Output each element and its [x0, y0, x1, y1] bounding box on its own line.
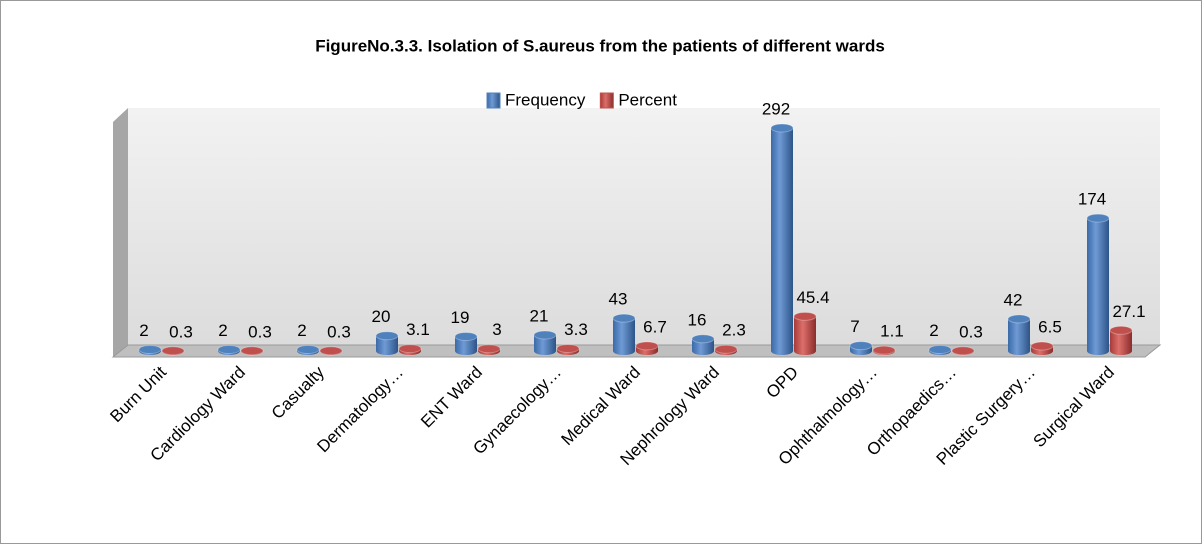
chart-title: FigureNo.3.3. Isolation of S.aureus from… [315, 36, 885, 55]
data-label: 6.5 [1038, 318, 1062, 337]
bar-top [161, 346, 185, 356]
data-label: 3.3 [564, 320, 588, 339]
bar [240, 346, 264, 356]
data-label: 27.1 [1112, 302, 1145, 321]
bar-top [240, 346, 264, 356]
bar [556, 343, 580, 355]
data-label: 174 [1078, 190, 1106, 209]
bar [714, 344, 738, 355]
bar [138, 344, 162, 355]
legend-label: Percent [618, 90, 677, 109]
bar-top [1086, 213, 1110, 223]
bar-top [1109, 325, 1133, 335]
bar-body [1008, 318, 1030, 351]
legend: Frequency Percent [486, 90, 677, 109]
legend-swatch [486, 92, 501, 109]
data-label: 16 [688, 310, 707, 329]
bar [793, 311, 817, 355]
bar-top [477, 344, 501, 354]
bar [533, 330, 557, 355]
bar-top [533, 330, 557, 340]
data-label: 20 [372, 307, 391, 326]
data-label: 0.3 [959, 322, 983, 341]
bar [635, 341, 659, 355]
bar-body [376, 335, 398, 351]
bar [872, 345, 896, 355]
bar-body [1087, 218, 1109, 351]
bar [1007, 314, 1031, 355]
bar [398, 344, 422, 355]
bar-body [794, 316, 816, 351]
bar-top [612, 313, 636, 323]
data-label: 2.3 [722, 321, 746, 340]
bar [375, 331, 399, 355]
bar-top [928, 344, 952, 354]
bar-top [398, 344, 422, 354]
bar [454, 331, 478, 355]
bar-top [635, 341, 659, 351]
legend-label: Frequency [505, 90, 586, 109]
bar [296, 344, 320, 355]
back-wall [128, 108, 1160, 345]
data-label: 7 [850, 317, 859, 336]
bar [1030, 341, 1054, 355]
side-wall [113, 108, 128, 357]
bar-body [771, 128, 793, 351]
bar-top [319, 346, 343, 356]
bar-top [691, 334, 715, 344]
data-label: 0.3 [248, 322, 272, 341]
bar-top [454, 331, 478, 341]
bar-top [951, 346, 975, 356]
data-label: 1.1 [880, 322, 904, 341]
data-label: 45.4 [796, 288, 829, 307]
bar [612, 313, 636, 355]
bar-top [296, 344, 320, 354]
bar-top [217, 344, 241, 354]
bar [161, 346, 185, 356]
bar-top [793, 311, 817, 321]
bar [319, 346, 343, 356]
data-label: 43 [609, 290, 628, 309]
bar [951, 346, 975, 356]
data-label: 2 [218, 321, 227, 340]
bar-body [455, 336, 477, 351]
data-label: 3.1 [406, 320, 430, 339]
data-label: 2 [297, 321, 306, 340]
bar-top [849, 341, 873, 351]
bar [691, 334, 715, 355]
legend-swatch [599, 92, 614, 109]
data-label: 42 [1004, 290, 1023, 309]
bar-body [534, 334, 556, 351]
data-label: 0.3 [327, 322, 351, 341]
bar-top [770, 123, 794, 133]
bar [928, 344, 952, 355]
data-label: 6.7 [643, 317, 667, 336]
bar-top [872, 345, 896, 355]
data-label: 2 [139, 321, 148, 340]
bar [477, 344, 501, 355]
bar [1086, 213, 1110, 355]
data-label: 21 [530, 306, 549, 325]
data-label: 0.3 [169, 322, 193, 341]
bar-top [1007, 314, 1031, 324]
bar-top [714, 344, 738, 354]
bar [1109, 325, 1133, 355]
bar-body [1110, 330, 1132, 351]
bar [217, 344, 241, 355]
bar [849, 341, 873, 355]
data-label: 2 [929, 321, 938, 340]
bar-top [556, 343, 580, 353]
bar-top [138, 344, 162, 354]
bar-top [1030, 341, 1054, 351]
bar-top [375, 331, 399, 341]
data-label: 292 [762, 99, 790, 118]
data-label: 3 [492, 320, 501, 339]
bar-body [613, 318, 635, 351]
data-label: 19 [451, 308, 470, 327]
bar [770, 123, 794, 355]
